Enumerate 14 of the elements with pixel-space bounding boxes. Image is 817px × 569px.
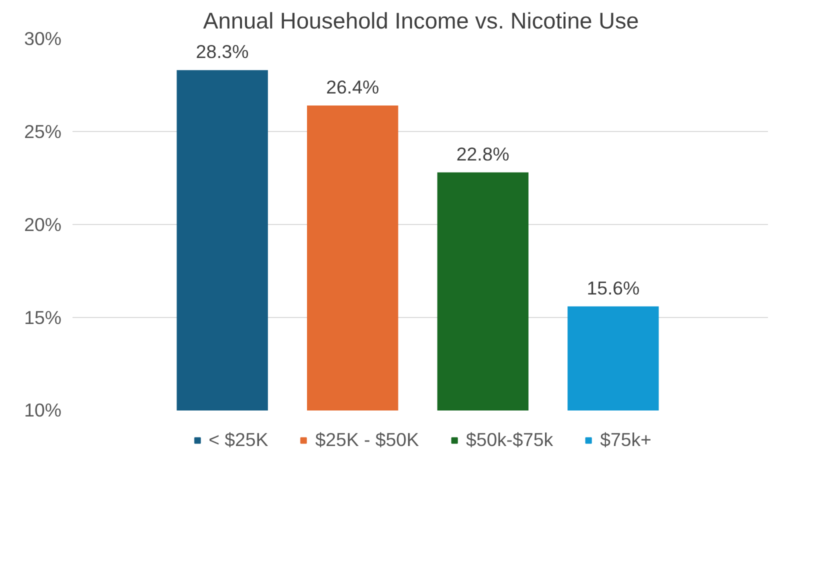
data-label: 26.4% xyxy=(326,76,380,98)
legend-label: $25K - $50K xyxy=(315,429,419,451)
y-tick-label: 25% xyxy=(24,121,62,142)
legend-label: $75k+ xyxy=(600,429,652,451)
y-tick-label: 30% xyxy=(24,28,62,49)
y-tick-label: 15% xyxy=(24,307,62,328)
legend-label: < $25K xyxy=(208,429,268,451)
y-tick-label: 10% xyxy=(24,400,62,420)
chart-title: Annual Household Income vs. Nicotine Use xyxy=(203,8,639,34)
legend-label: $50k-$75k xyxy=(466,429,554,451)
y-tick-label: 20% xyxy=(24,214,62,235)
data-label: 22.8% xyxy=(456,143,510,164)
data-label: 28.3% xyxy=(196,41,249,62)
data-label: 15.6% xyxy=(586,277,640,298)
